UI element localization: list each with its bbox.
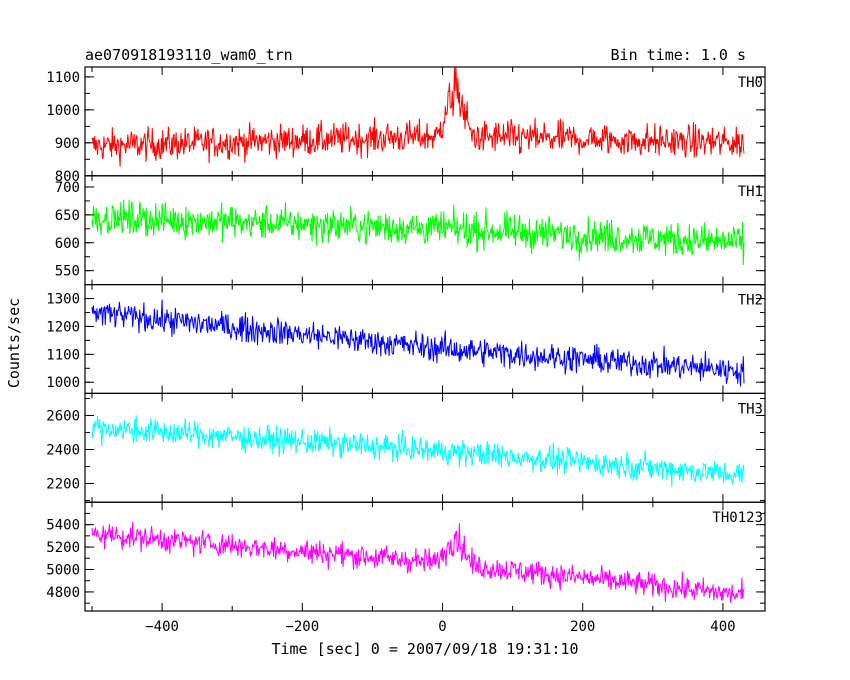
- panel-frame: [84, 66, 766, 177]
- panel-th3: 2200 2400 2600 TH3: [46, 392, 766, 503]
- y-tick-label: 650: [55, 208, 80, 224]
- y-tick-label: 550: [55, 264, 80, 280]
- y-tick-label: 1300: [46, 292, 80, 308]
- y-tick-label: 1100: [46, 347, 80, 363]
- panel-label-th0123: TH0123: [712, 510, 763, 526]
- panel-label-th0: TH0: [738, 75, 763, 91]
- x-tick-label: 0: [438, 619, 446, 635]
- panel-label-th1: TH1: [738, 184, 763, 200]
- series-line-th0: [91, 67, 745, 167]
- y-tick-label: 600: [55, 236, 80, 252]
- x-tick-label: 200: [570, 619, 595, 635]
- panel-label-th3: TH3: [738, 401, 763, 417]
- chart-title: ae070918193110_wam0_trn: [85, 46, 293, 64]
- x-tick-label: 400: [710, 619, 735, 635]
- y-tick-label: 5200: [46, 540, 80, 556]
- y-tick-label: 700: [55, 180, 80, 196]
- y-tick-label: 2200: [46, 477, 80, 493]
- y-tick-label: 1100: [46, 70, 80, 86]
- y-tick-label: 1000: [46, 375, 80, 391]
- panel-frame: [84, 501, 766, 612]
- panel-frame: [84, 284, 766, 395]
- y-tick-label: 5000: [46, 562, 80, 578]
- x-tick-label: −400: [145, 619, 179, 635]
- y-tick-label: 900: [55, 136, 80, 152]
- panel-label-th2: TH2: [738, 293, 763, 309]
- bin-time-label: Bin time: 1.0 s: [611, 46, 746, 64]
- series-line-th2: [91, 299, 745, 387]
- series-line-th3: [91, 415, 745, 487]
- y-tick-label: 4800: [46, 585, 80, 601]
- panels-group: 800 900 1000 1100 TH0 550 600 650 700 TH1 1000 1100…: [46, 66, 766, 612]
- y-tick-label: 1000: [46, 103, 80, 119]
- y-axis-label: Counts/sec: [5, 298, 23, 388]
- y-tick-label: 1200: [46, 319, 80, 335]
- y-tick-label: 2400: [46, 443, 80, 459]
- y-tick-label: 5400: [46, 518, 80, 534]
- x-axis-ticks: −400 −200 0 200 400: [145, 619, 735, 635]
- y-tick-label: 800: [55, 169, 80, 185]
- y-tick-label: 2600: [46, 409, 80, 425]
- series-line-th0123: [91, 521, 745, 603]
- panel-th0: 800 900 1000 1100 TH0: [46, 66, 766, 185]
- x-tick-label: −200: [285, 619, 319, 635]
- panel-th1: 550 600 650 700 TH1: [55, 175, 766, 286]
- panel-th2: 1000 1100 1200 1300 TH2: [46, 284, 766, 395]
- series-line-th1: [91, 199, 745, 266]
- x-axis-label: Time [sec] 0 = 2007/09/18 19:31:10: [271, 640, 578, 658]
- panel-th0123: 4800 5000 5200 5400 TH0123: [46, 501, 766, 612]
